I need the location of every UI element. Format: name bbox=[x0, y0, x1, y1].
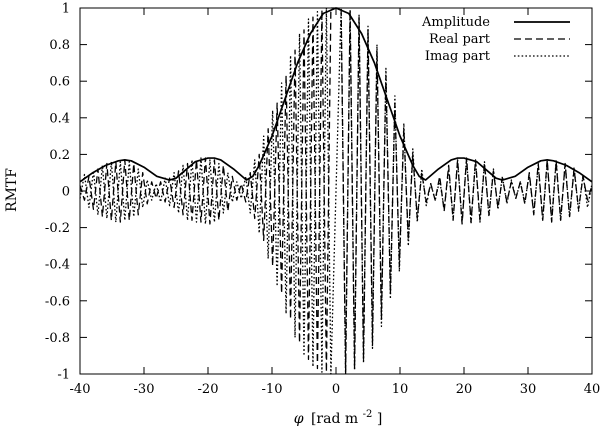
y-tick-label: 0.6 bbox=[49, 75, 70, 90]
series-line-real-part bbox=[79, 7, 593, 373]
y-tick-label: -0.2 bbox=[45, 221, 70, 236]
series-line-amplitude bbox=[79, 7, 593, 183]
axis-tick-labels: -40 -30 -20 -10 0 10 20 30 40-1-0.8-0.6-0.4-0.20… bbox=[45, 2, 600, 398]
x-tick-label: 10 bbox=[392, 382, 409, 397]
x-tick-label: -10 bbox=[262, 382, 283, 397]
axis-ticks bbox=[79, 7, 593, 375]
y-tick-label: -0.6 bbox=[45, 294, 70, 309]
y-tick-label: 1 bbox=[62, 2, 70, 17]
y-axis-title: RMTF bbox=[4, 168, 20, 212]
x-tick-label: 20 bbox=[456, 382, 473, 397]
x-axis-title: φ [rad m -2 ] bbox=[294, 405, 383, 427]
x-tick-label: -20 bbox=[198, 382, 219, 397]
y-tick-label: -0.8 bbox=[45, 331, 70, 346]
x-tick-label: 40 bbox=[584, 382, 601, 397]
y-tick-label: 0.4 bbox=[49, 111, 70, 126]
legend: Amplitude Real part Imag part bbox=[421, 15, 570, 64]
data-series bbox=[79, 7, 593, 375]
x-tick-label: -30 bbox=[134, 382, 155, 397]
legend-label-imag-part: Imag part bbox=[425, 49, 491, 64]
x-tick-label: 0 bbox=[332, 382, 340, 397]
x-axis-unit-exponent: -2 bbox=[363, 409, 373, 420]
y-tick-label: -0.4 bbox=[45, 258, 70, 273]
y-tick-label: 0 bbox=[62, 185, 70, 200]
x-axis-unit-prefix: [rad m bbox=[311, 411, 358, 427]
series-line-imag-part bbox=[79, 7, 593, 375]
y-tick-label: 0.8 bbox=[49, 38, 70, 53]
plot-frame bbox=[79, 7, 593, 375]
plot-frame-border bbox=[79, 7, 593, 375]
legend-label-amplitude: Amplitude bbox=[421, 15, 490, 30]
x-tick-label: -40 bbox=[70, 382, 91, 397]
y-tick-label: -1 bbox=[57, 368, 70, 383]
x-axis-unit-suffix: ] bbox=[377, 411, 382, 427]
legend-label-real-part: Real part bbox=[429, 32, 491, 47]
y-tick-label: 0.2 bbox=[49, 148, 70, 163]
x-tick-label: 30 bbox=[520, 382, 537, 397]
x-axis-symbol: φ bbox=[294, 411, 304, 427]
